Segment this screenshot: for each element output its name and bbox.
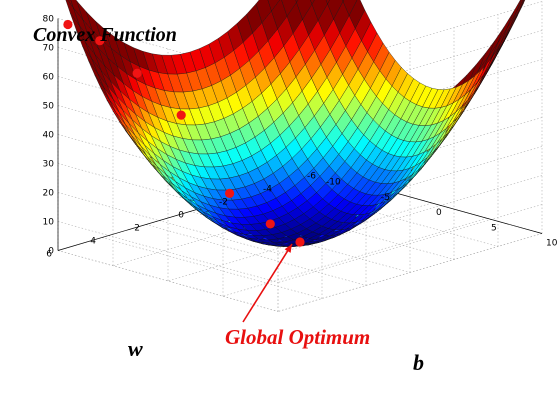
wall-grid-line <box>277 146 543 225</box>
chart-title: Convex Function <box>33 24 177 46</box>
z-tick-label: 50 <box>43 102 55 112</box>
annotation-label: Global Optimum <box>225 325 370 349</box>
z-tick-label: 20 <box>43 189 55 199</box>
surface-patch <box>520 0 525 8</box>
wall-grid-line <box>57 221 279 283</box>
surface-patch <box>516 0 524 11</box>
y-tick-label: -6 <box>307 172 316 182</box>
descent-point <box>63 19 73 30</box>
wall-grid-line <box>57 250 279 312</box>
z-tick-label: 80 <box>43 15 55 25</box>
y-tick-label: 6 <box>46 250 52 260</box>
z-tick-label: 70 <box>43 44 55 54</box>
descent-point <box>265 219 275 229</box>
y-axis-label: w <box>128 336 143 361</box>
floor-grid-line <box>233 198 455 260</box>
y-tick-label: 4 <box>90 237 96 247</box>
y-tick-label: 0 <box>178 211 184 221</box>
descent-point <box>295 237 305 247</box>
floor-grid-line <box>222 217 488 297</box>
surface-mesh <box>65 0 526 247</box>
surface-patch <box>501 10 518 42</box>
tick-labels: 0 10 20 30 40 50 60 70 80 -6 -4 -2 0 2 4 6 -10 -5 0 5 10 <box>43 15 558 260</box>
wall-grid-line <box>277 1 543 80</box>
floor-grid-line <box>101 237 323 299</box>
z-tick-label: 10 <box>43 218 55 228</box>
floor-grid-line <box>145 224 367 286</box>
x-tick-label: 5 <box>491 223 497 233</box>
wall-grid-line <box>57 192 279 254</box>
descent-point <box>132 68 142 78</box>
floor-grid-line <box>277 185 499 247</box>
x-axis-label: b <box>413 350 424 375</box>
descent-point <box>176 110 186 120</box>
y-tick-label: -2 <box>219 198 228 208</box>
annotation-arrowhead <box>284 244 292 253</box>
z-tick-label: 60 <box>43 73 55 83</box>
y-tick-label: -4 <box>263 185 272 195</box>
z-tick-label: 30 <box>43 160 55 170</box>
z-tick-label: 0 <box>48 247 54 257</box>
wall-grid-line <box>277 175 543 254</box>
z-tick-label: 40 <box>43 131 55 141</box>
annotation-group: Global Optimum <box>225 243 370 349</box>
x-tick-label: 10 <box>546 239 558 249</box>
descent-points <box>63 19 305 247</box>
floor-grid-line <box>189 211 411 273</box>
annotation-arrow <box>242 243 293 323</box>
x-tick-label: -5 <box>381 193 390 203</box>
x-tick-label: -10 <box>326 178 341 188</box>
wall-grid-line <box>277 204 543 283</box>
descent-point <box>225 188 235 198</box>
descent-point <box>95 36 105 46</box>
wall-grid-line <box>277 233 543 312</box>
x-tick-label: 0 <box>436 208 442 218</box>
y-tick-label: 2 <box>134 224 140 234</box>
